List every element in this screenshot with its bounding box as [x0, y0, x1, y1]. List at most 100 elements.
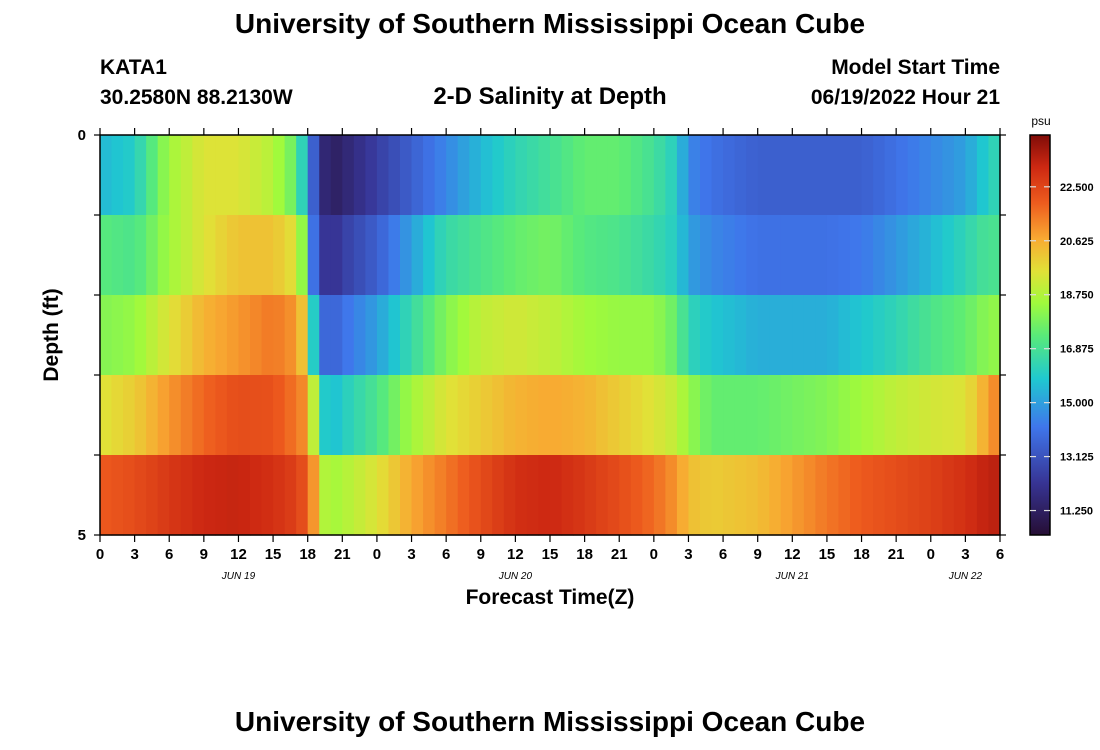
- heatmap-cell: [838, 295, 851, 376]
- heatmap-cell: [469, 215, 482, 296]
- x-axis: 0 3 6 9 12 15 18 21 0 3 6 9 12 15 18 21 0 3 6 9 12 15 18 21 0 3 6 J…: [96, 128, 1004, 582]
- date-label: JUN 19: [221, 571, 256, 582]
- colorbar-tick-label: 20.625: [1060, 236, 1094, 248]
- heatmap-cell: [226, 135, 240, 216]
- heatmap-cell: [284, 455, 297, 536]
- x-tick-label: 6: [996, 546, 1004, 563]
- heatmap-cell: [192, 455, 205, 536]
- y-axis-label: Depth (ft): [40, 288, 63, 381]
- heatmap-cell: [203, 135, 216, 216]
- heatmap-cell: [376, 295, 390, 376]
- heatmap-cell: [723, 375, 736, 456]
- heatmap-cell: [607, 295, 620, 376]
- y-tick-label: 0: [78, 127, 86, 144]
- heatmap-cell: [734, 135, 747, 216]
- heatmap-cell: [988, 215, 1001, 296]
- heatmap-cell: [942, 375, 955, 456]
- heatmap-cell: [296, 375, 309, 456]
- heatmap-cell: [226, 215, 240, 296]
- heatmap-cell: [376, 375, 390, 456]
- heatmap-cell: [330, 215, 343, 296]
- heatmap-cell: [273, 455, 286, 536]
- heatmap-cell: [261, 135, 274, 216]
- heatmap-cell: [965, 455, 978, 536]
- heatmap-cell: [515, 375, 528, 456]
- heatmap-cell: [469, 135, 482, 216]
- heatmap-cell: [526, 295, 540, 376]
- heatmap-cell: [573, 295, 586, 376]
- heatmap-cell: [711, 455, 724, 536]
- heatmap-cell: [907, 135, 920, 216]
- heatmap-cell: [538, 375, 551, 456]
- heatmap-cell: [873, 215, 886, 296]
- heatmap-cell: [400, 215, 413, 296]
- heatmap-cell: [884, 295, 897, 376]
- heatmap-cell: [157, 295, 170, 376]
- heatmap-cell: [353, 455, 366, 536]
- chart-subtitle: 2-D Salinity at Depth: [433, 83, 667, 110]
- heatmap-cell: [284, 135, 297, 216]
- x-tick-label: 15: [265, 546, 282, 563]
- heatmap-cell: [423, 215, 436, 296]
- heatmap-cell: [619, 455, 632, 536]
- heatmap-cell: [273, 215, 286, 296]
- heatmap-cell: [353, 375, 366, 456]
- heatmap-cell: [134, 295, 147, 376]
- heatmap-cell: [676, 295, 690, 376]
- heatmap-cell: [619, 135, 632, 216]
- x-tick-label: 6: [442, 546, 450, 563]
- heatmap-cell: [965, 375, 978, 456]
- heatmap-cell: [769, 375, 782, 456]
- heatmap-cell: [688, 215, 701, 296]
- heatmap-cell: [803, 455, 816, 536]
- heatmap-cell: [134, 455, 147, 536]
- heatmap-cell: [550, 135, 563, 216]
- x-tick-label: 18: [299, 546, 316, 563]
- heatmap-cell: [803, 295, 816, 376]
- heatmap-cell: [688, 295, 701, 376]
- heatmap-cell: [157, 375, 170, 456]
- heatmap-cell: [619, 215, 632, 296]
- heatmap-cell: [538, 215, 551, 296]
- heatmap-cell: [123, 135, 136, 216]
- heatmap-cell: [780, 135, 793, 216]
- heatmap-cell: [757, 135, 770, 216]
- heatmap-cell: [653, 295, 666, 376]
- heatmap-cell: [480, 215, 493, 296]
- heatmap-cell: [769, 455, 782, 536]
- heatmap-cell: [226, 295, 240, 376]
- heatmap-cell: [469, 375, 482, 456]
- heatmap-cell: [780, 295, 793, 376]
- heatmap-cells: [100, 135, 1001, 536]
- heatmap-cell: [723, 295, 736, 376]
- heatmap-cell: [630, 295, 643, 376]
- x-tick-label: 9: [754, 546, 762, 563]
- x-tick-label: 3: [130, 546, 138, 563]
- heatmap-cell: [342, 215, 355, 296]
- heatmap-cell: [746, 135, 759, 216]
- heatmap-cell: [688, 455, 701, 536]
- heatmap-cell: [665, 375, 678, 456]
- heatmap-cell: [942, 295, 955, 376]
- heatmap-cell: [307, 455, 320, 536]
- heatmap-cell: [861, 375, 874, 456]
- heatmap-cell: [250, 455, 263, 536]
- heatmap-cell: [180, 295, 193, 376]
- heatmap-cell: [296, 295, 309, 376]
- heatmap-cell: [907, 215, 920, 296]
- heatmap-cell: [850, 295, 863, 376]
- heatmap-cell: [250, 135, 263, 216]
- heatmap-cell: [238, 135, 251, 216]
- heatmap-cell: [861, 455, 874, 536]
- heatmap-cell: [330, 455, 343, 536]
- heatmap-cell: [746, 295, 759, 376]
- x-tick-label: 21: [888, 546, 905, 563]
- heatmap-cell: [792, 295, 805, 376]
- heatmap-cell: [573, 375, 586, 456]
- heatmap-cell: [700, 375, 713, 456]
- heatmap-cell: [619, 375, 632, 456]
- heatmap-cell: [492, 295, 505, 376]
- heatmap-cell: [123, 215, 136, 296]
- heatmap-cell: [930, 295, 943, 376]
- heatmap-cell: [157, 455, 170, 536]
